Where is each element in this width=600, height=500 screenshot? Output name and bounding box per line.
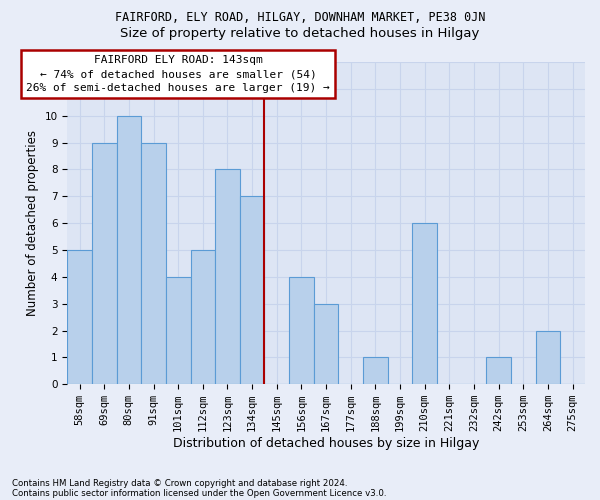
- Bar: [215, 170, 240, 384]
- Text: Contains public sector information licensed under the Open Government Licence v3: Contains public sector information licen…: [12, 488, 386, 498]
- Bar: [240, 196, 265, 384]
- Bar: [116, 116, 141, 384]
- X-axis label: Distribution of detached houses by size in Hilgay: Distribution of detached houses by size …: [173, 437, 479, 450]
- Text: FAIRFORD ELY ROAD: 143sqm
← 74% of detached houses are smaller (54)
26% of semi-: FAIRFORD ELY ROAD: 143sqm ← 74% of detac…: [26, 55, 330, 93]
- Y-axis label: Number of detached properties: Number of detached properties: [26, 130, 39, 316]
- Bar: [92, 142, 116, 384]
- Bar: [289, 277, 314, 384]
- Bar: [363, 358, 388, 384]
- Bar: [412, 223, 437, 384]
- Bar: [191, 250, 215, 384]
- Text: FAIRFORD, ELY ROAD, HILGAY, DOWNHAM MARKET, PE38 0JN: FAIRFORD, ELY ROAD, HILGAY, DOWNHAM MARK…: [115, 11, 485, 24]
- Bar: [141, 142, 166, 384]
- Bar: [536, 330, 560, 384]
- Text: Contains HM Land Registry data © Crown copyright and database right 2024.: Contains HM Land Registry data © Crown c…: [12, 478, 347, 488]
- Bar: [487, 358, 511, 384]
- Bar: [166, 277, 191, 384]
- Bar: [67, 250, 92, 384]
- Bar: [314, 304, 338, 384]
- Text: Size of property relative to detached houses in Hilgay: Size of property relative to detached ho…: [121, 28, 479, 40]
